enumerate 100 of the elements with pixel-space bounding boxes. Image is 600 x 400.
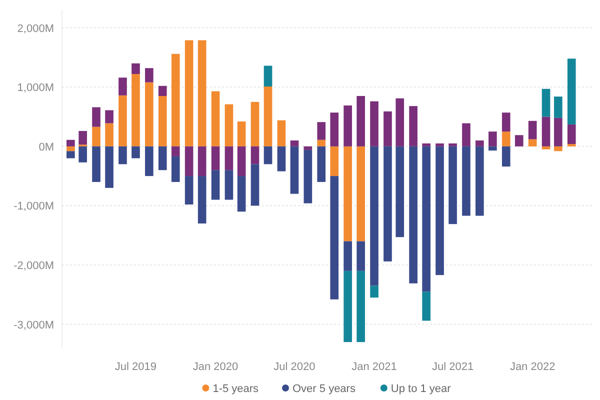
bar [356,96,365,146]
bar [145,82,154,146]
bar [567,58,576,124]
bar [158,96,167,146]
bar [304,150,312,204]
bar [344,146,352,242]
bar [330,146,339,176]
bar [78,146,87,162]
bar [554,96,562,118]
bar [211,170,220,200]
y-tick-label: -3,000M [14,319,54,332]
bar [370,286,378,298]
bar [66,146,75,152]
bar [66,151,75,158]
bar [396,98,404,146]
bar [554,146,562,152]
bar [237,121,246,146]
bar [317,140,326,146]
x-tick-label: Jan 2020 [192,361,238,373]
bar [92,107,100,127]
bar [211,91,220,146]
bar [118,78,127,96]
bar [211,146,220,170]
y-tick-label: 2,000M [17,22,54,35]
bar [542,146,550,150]
bar [356,241,365,271]
bar [132,63,140,74]
bar [158,146,167,170]
bar [409,106,418,146]
bar [567,124,576,144]
bar [118,95,127,146]
bar [264,66,272,86]
bar [105,123,114,146]
bar [462,123,470,146]
legend-label: Over 5 years [292,383,356,395]
bar [528,139,537,146]
bar [356,146,365,242]
bar [171,156,180,182]
bar [384,111,392,146]
bar [264,146,272,164]
bar [118,146,127,164]
bar [488,132,497,146]
bar [237,176,246,212]
bar [502,146,510,167]
x-tick-label: Jan 2022 [510,361,556,373]
bar [92,126,100,146]
bar [250,102,260,146]
bar [224,170,234,200]
x-tick-label: Jan 2021 [352,361,397,373]
bar [250,164,260,206]
bar [448,143,457,146]
bar [344,105,352,146]
bar [317,122,326,140]
bar [198,146,206,176]
bar [448,146,457,224]
bar [290,140,299,146]
bar [171,54,180,146]
bar [66,140,75,146]
bar [132,146,140,158]
bar [132,74,140,146]
bar [330,112,339,146]
bar [317,146,326,182]
bar [224,146,234,170]
bar [158,86,167,96]
bar [184,176,194,204]
bar [370,146,378,286]
bar [370,101,378,146]
bar [198,176,206,224]
bar [384,146,392,262]
bar [277,146,286,172]
bar [502,112,510,132]
bar [502,132,510,146]
bar [184,40,194,146]
bar [476,146,484,216]
bar [542,88,550,117]
x-tick-label: Jul 2019 [114,361,157,373]
bar [554,118,562,146]
bar [250,146,260,164]
bar [476,140,484,146]
bar [344,241,352,271]
bar [422,146,430,292]
bar [224,104,234,146]
x-tick-label: Jul 2021 [432,361,474,373]
bar [488,146,497,151]
x-tick-label: Jul 2020 [274,361,316,373]
bar [184,146,194,176]
legend-label: 1-5 years [212,383,260,395]
bar [542,116,550,146]
bar [344,270,352,342]
bar [409,146,418,284]
bar [356,270,365,342]
legend-label: Up to 1 year [390,383,452,395]
y-tick-label: -1,000M [14,200,54,213]
bar [304,146,312,150]
bar [264,86,272,146]
bar [290,146,299,194]
bar [436,143,444,146]
bar [436,146,444,276]
bar [78,130,87,145]
bar [198,40,206,146]
